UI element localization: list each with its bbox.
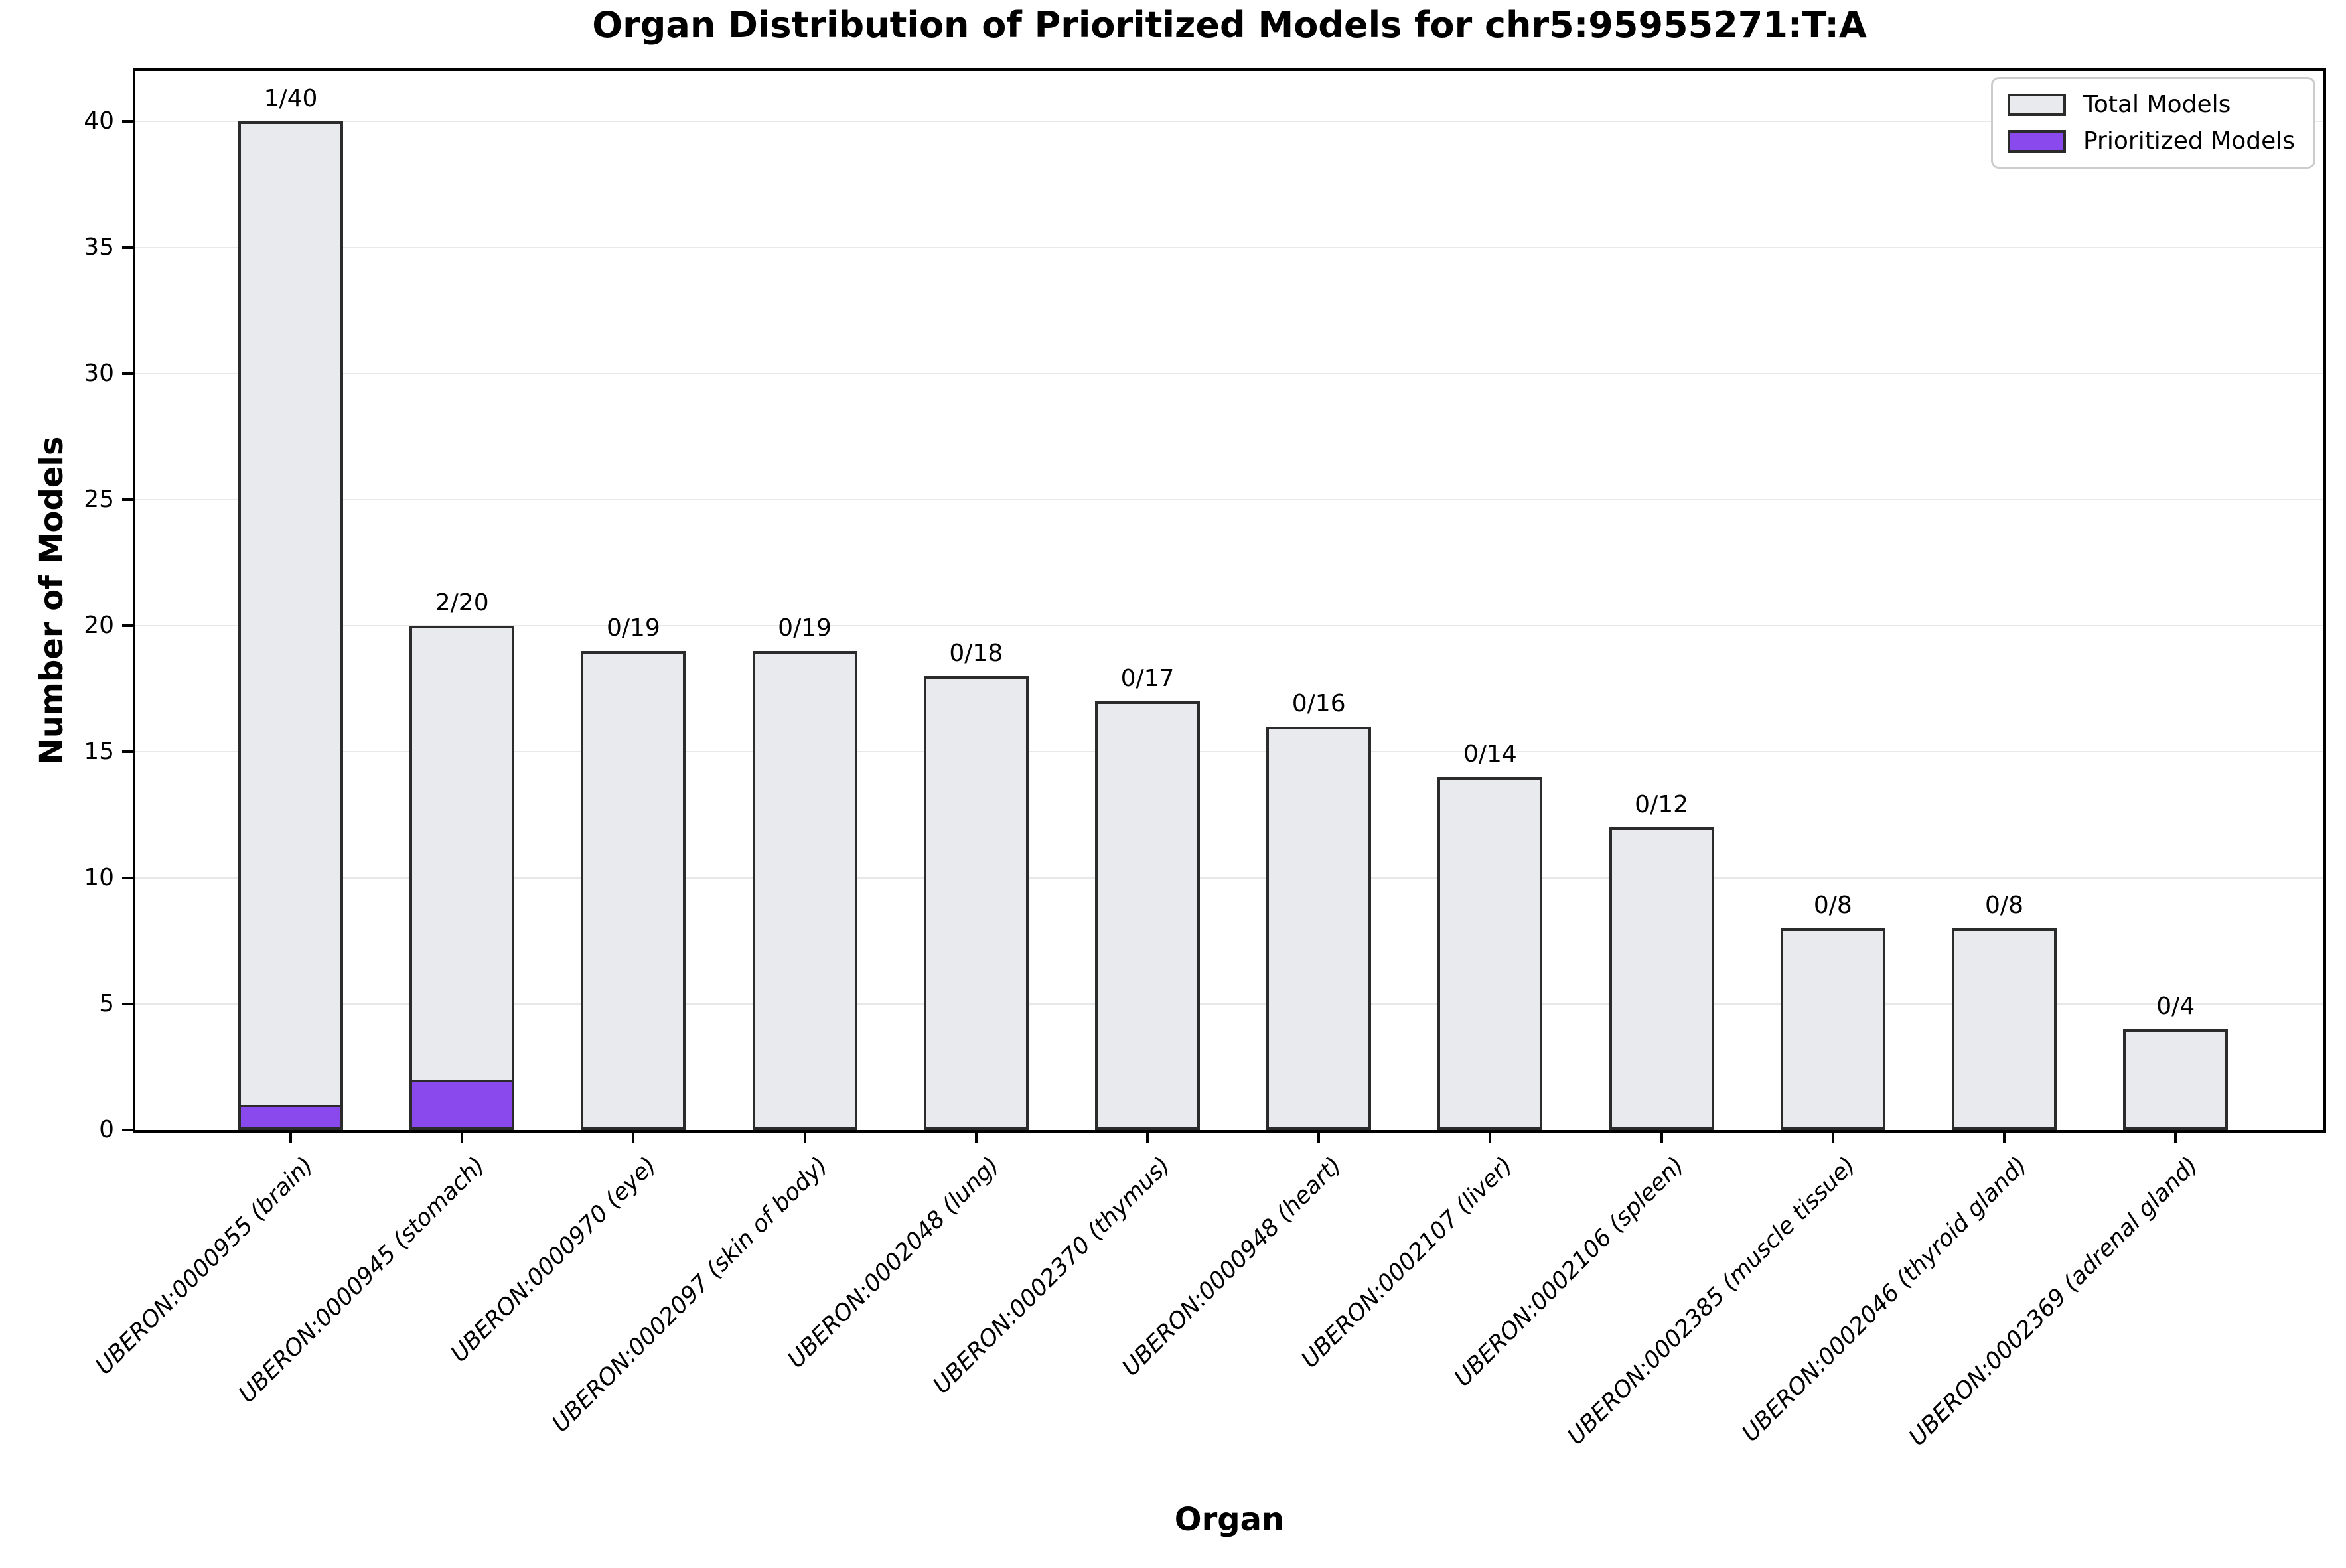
y-tick-mark-15: [122, 750, 133, 753]
y-tick-label-15: 15: [84, 738, 114, 765]
gridline-y-35: [135, 247, 2323, 248]
y-tick-mark-0: [122, 1129, 133, 1131]
legend-item-total-models: Total Models: [2007, 91, 2295, 118]
x-tick-mark-6: [1317, 1133, 1321, 1143]
x-tick-mark-11: [2174, 1133, 2177, 1143]
bar-value-label-6: 0/16: [1291, 690, 1346, 717]
bar-value-label-11: 0/4: [2156, 993, 2195, 1020]
y-tick-label-35: 35: [84, 234, 114, 261]
gridline-y-25: [135, 499, 2323, 500]
x-tick-label-2: UBERON:0000970 (eye): [445, 1152, 662, 1368]
legend-swatch-total-models: [2007, 93, 2066, 116]
legend: Total Models Prioritized Models: [1990, 77, 2315, 169]
x-tick-mark-0: [289, 1133, 292, 1143]
legend-label-prioritized-models: Prioritized Models: [2083, 127, 2295, 155]
bar-value-label-1: 2/20: [435, 589, 489, 616]
y-tick-mark-25: [122, 498, 133, 501]
x-tick-label-10: UBERON:0002046 (thyroid gland): [1737, 1152, 2033, 1447]
y-tick-mark-35: [122, 246, 133, 249]
x-tick-mark-5: [1146, 1133, 1149, 1143]
x-tick-mark-8: [1660, 1133, 1663, 1143]
gridline-y-10: [135, 877, 2323, 879]
chart-title: Organ Distribution of Prioritized Models…: [592, 4, 1867, 46]
y-tick-label-0: 0: [99, 1116, 114, 1143]
bar-total-9: [1780, 928, 1885, 1130]
y-tick-mark-20: [122, 624, 133, 627]
y-tick-label-30: 30: [84, 360, 114, 387]
bar-total-4: [923, 676, 1029, 1130]
bar-total-8: [1609, 827, 1714, 1130]
bar-value-label-5: 0/17: [1120, 665, 1175, 692]
gridline-y-40: [135, 121, 2323, 122]
x-tick-mark-1: [461, 1133, 464, 1143]
bar-prioritized-1: [409, 1080, 515, 1130]
bar-value-label-3: 0/19: [778, 614, 832, 642]
y-tick-label-10: 10: [84, 864, 114, 891]
gridline-y-15: [135, 751, 2323, 752]
y-tick-label-5: 5: [99, 990, 114, 1017]
legend-label-total-models: Total Models: [2083, 91, 2231, 118]
legend-item-prioritized-models: Prioritized Models: [2007, 127, 2295, 155]
bar-total-10: [1952, 928, 2057, 1130]
bar-value-label-2: 0/19: [606, 614, 660, 642]
x-tick-mark-7: [1489, 1133, 1492, 1143]
x-tick-mark-3: [803, 1133, 806, 1143]
bar-total-11: [2123, 1029, 2229, 1130]
bar-prioritized-0: [238, 1105, 343, 1130]
bar-total-5: [1095, 701, 1200, 1130]
x-tick-mark-4: [974, 1133, 978, 1143]
y-tick-label-40: 40: [84, 107, 114, 135]
bar-value-label-8: 0/12: [1635, 791, 1689, 818]
bar-value-label-0: 1/40: [263, 85, 318, 112]
plot-area: [133, 68, 2326, 1133]
bar-total-1: [409, 626, 515, 1130]
bar-total-2: [581, 651, 686, 1130]
legend-swatch-prioritized-models: [2007, 129, 2066, 153]
bar-total-3: [752, 651, 857, 1130]
x-tick-mark-9: [1831, 1133, 1834, 1143]
bar-value-label-10: 0/8: [1985, 892, 2023, 919]
y-tick-mark-10: [122, 877, 133, 879]
x-tick-label-9: UBERON:0002385 (muscle tissue): [1562, 1152, 1862, 1451]
bar-total-6: [1266, 727, 1372, 1130]
bar-value-label-7: 0/14: [1463, 741, 1517, 768]
y-tick-mark-5: [122, 1003, 133, 1005]
gridline-y-20: [135, 625, 2323, 626]
x-axis-label: Organ: [1174, 1501, 1285, 1538]
x-tick-label-3: UBERON:0002097 (skin of body): [547, 1152, 833, 1438]
y-tick-mark-30: [122, 372, 133, 375]
x-tick-mark-2: [632, 1133, 635, 1143]
x-tick-mark-10: [2003, 1133, 2006, 1143]
gridline-y-5: [135, 1003, 2323, 1005]
gridline-y-30: [135, 373, 2323, 374]
bar-value-label-4: 0/18: [949, 640, 1003, 667]
bar-value-label-9: 0/8: [1813, 892, 1852, 919]
bar-total-0: [238, 121, 343, 1130]
x-tick-label-11: UBERON:0002369 (adrenal gland): [1904, 1152, 2204, 1451]
y-tick-mark-40: [122, 120, 133, 123]
bar-total-7: [1437, 777, 1543, 1130]
y-tick-label-25: 25: [84, 486, 114, 513]
y-tick-label-20: 20: [84, 612, 114, 639]
